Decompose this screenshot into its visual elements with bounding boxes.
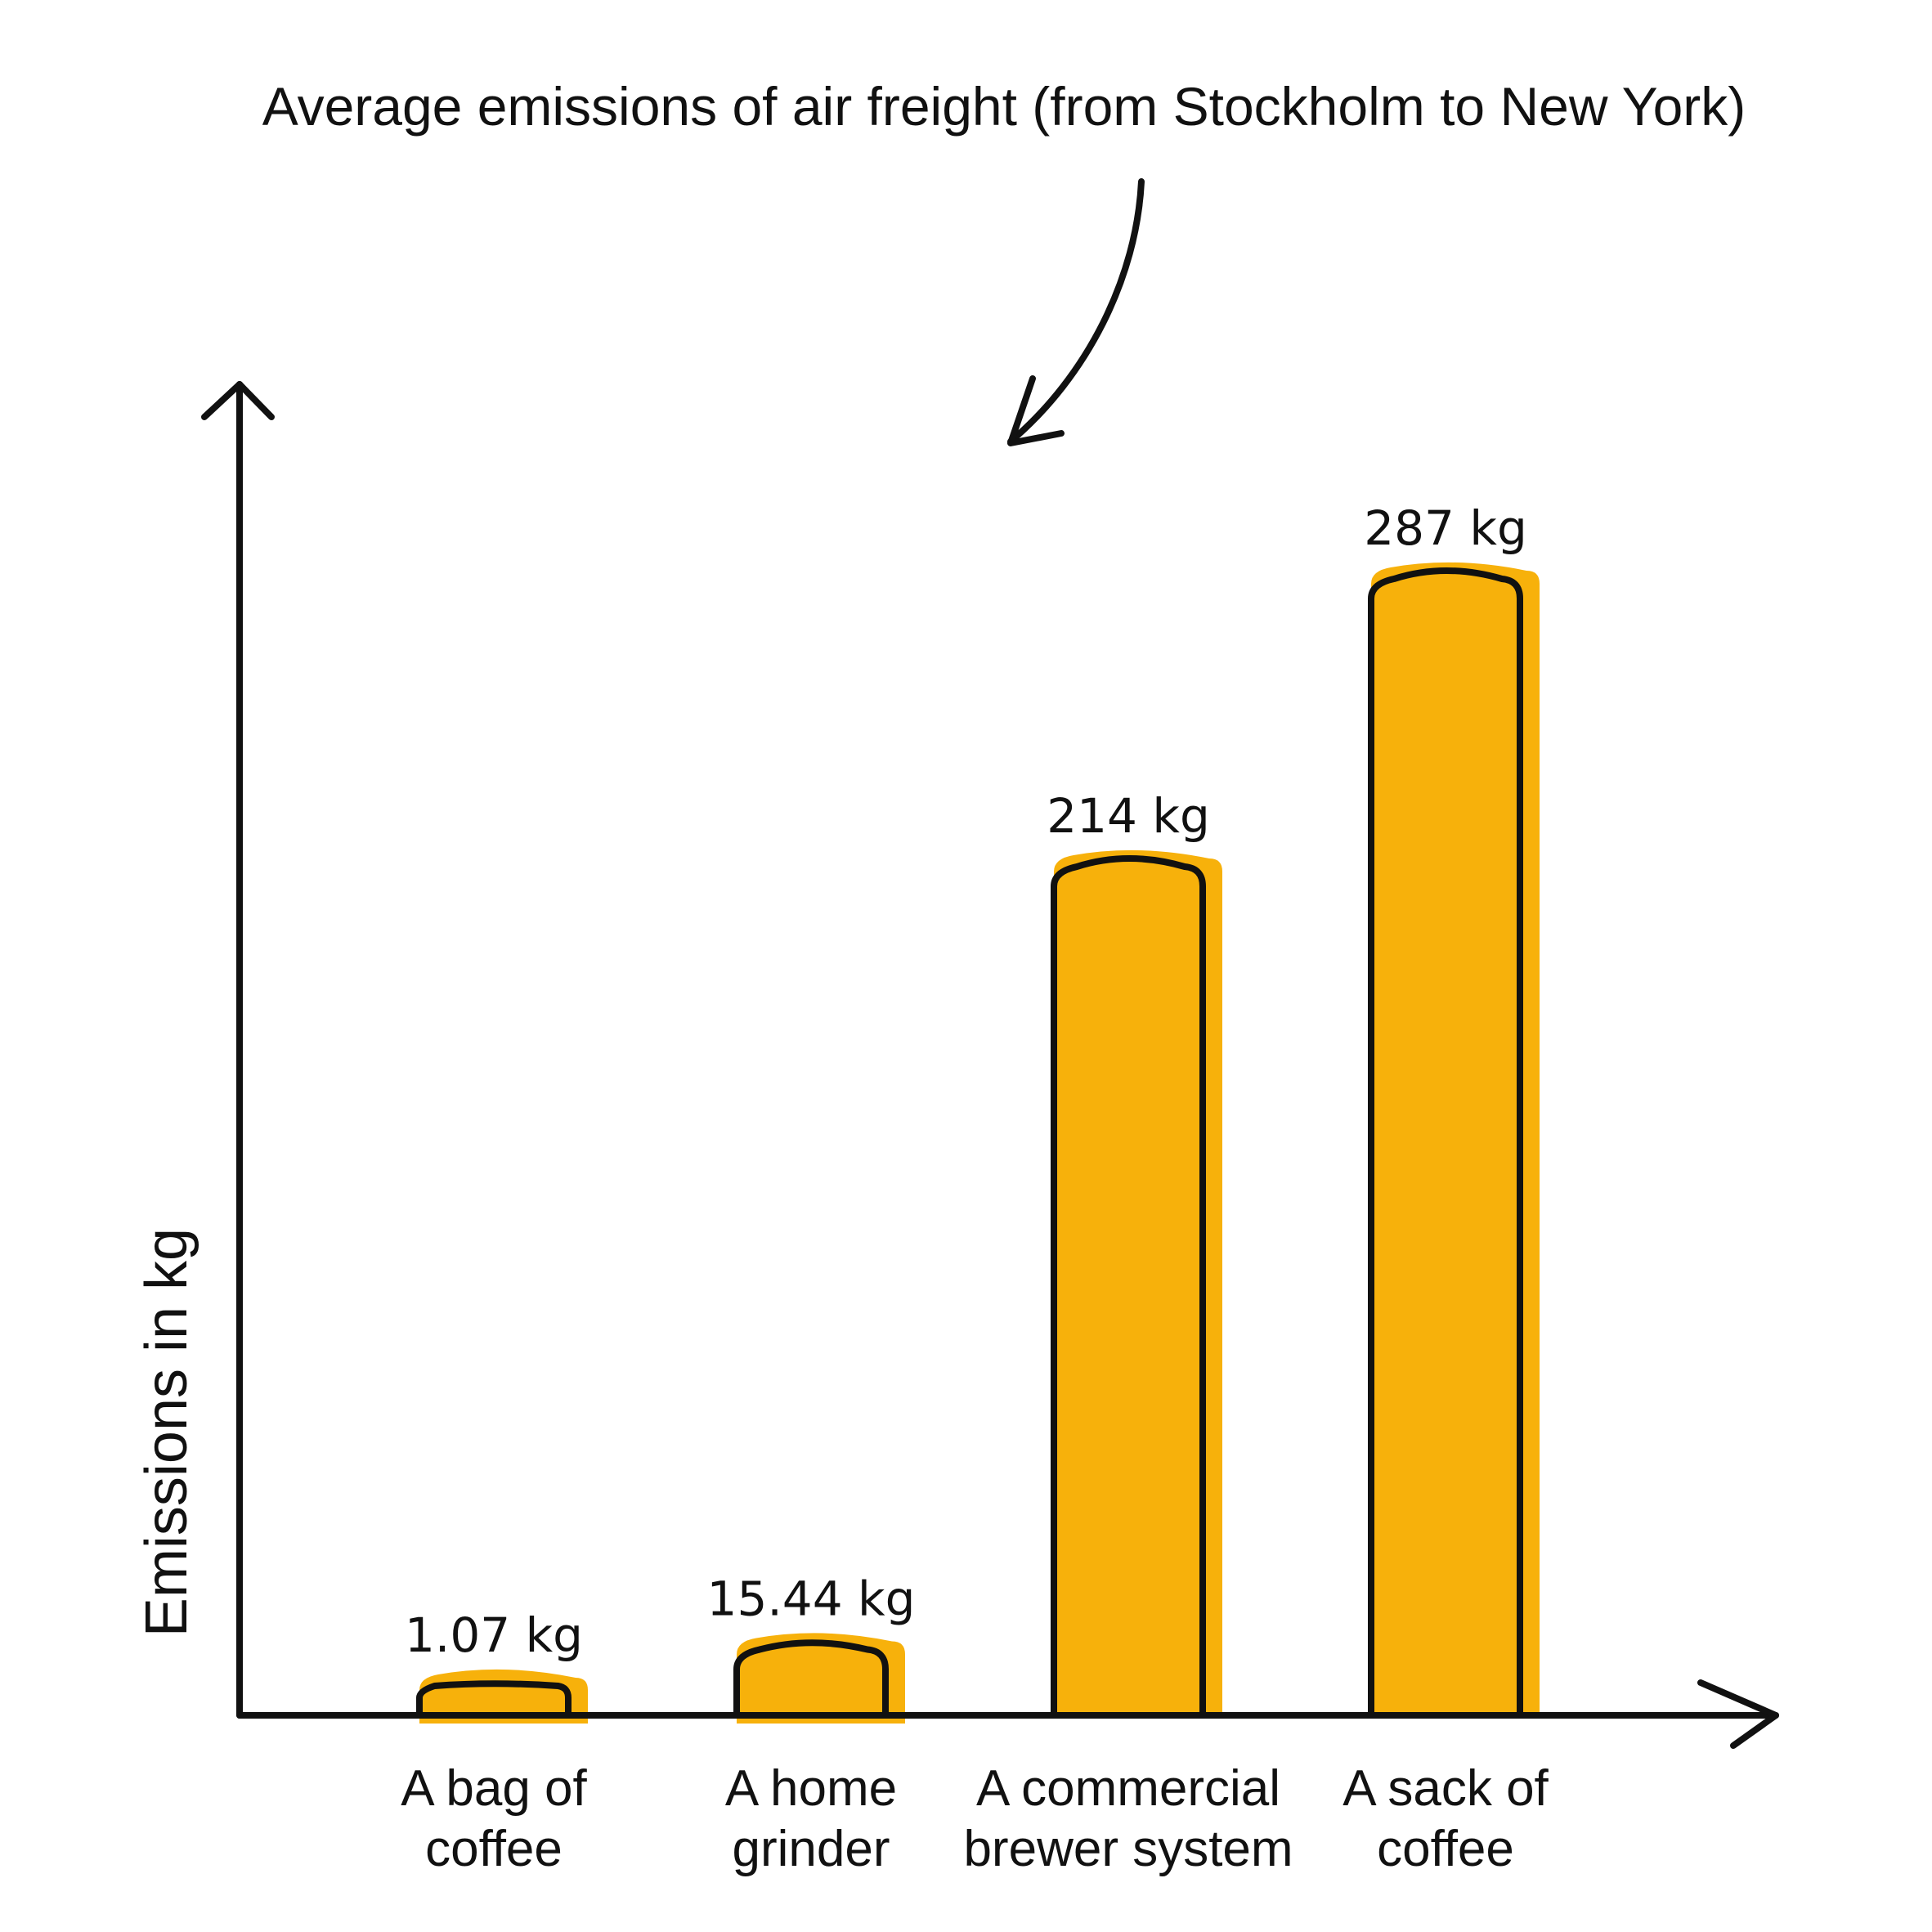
bar-fill-a-home-grinder [737,1633,905,1724]
x-tick-label-a-commercial-brewer-system-line2: brewer system [963,1821,1293,1877]
y-axis-label: Emissions in kg [134,1228,199,1637]
x-tick-label-a-commercial-brewer-system-line1: A commercial [976,1760,1280,1817]
bar-a-commercial-brewer-system [1051,855,1206,1715]
bars-group [416,562,1540,1724]
chart-title: Average emissions of air freight (from S… [262,76,1746,137]
title-pointer-arrowhead [1007,375,1065,446]
x-tick-label-a-home-grinder-line2: grinder [733,1821,890,1877]
bar-fill-a-commercial-brewer-system [1054,849,1222,1719]
data-label-a-home-grinder: 15.44 kg [707,1571,916,1627]
x-tick-label-a-home-grinder-line1: A home [725,1760,897,1817]
x-tick-label-a-sack-of-coffee-line1: A sack of [1343,1760,1549,1817]
data-label-a-commercial-brewer-system: 214 kg [1047,788,1210,844]
data-label-a-sack-of-coffee: 287 kg [1364,500,1527,556]
data-label-a-bag-of-coffee: 1.07 kg [405,1607,583,1663]
x-tick-label-a-bag-of-coffee-line2: coffee [425,1821,563,1877]
bar-fill-a-sack-of-coffee [1371,562,1540,1719]
title-pointer-arrow [1007,178,1145,445]
bar-a-bag-of-coffee [416,1680,572,1715]
bar-a-home-grinder [733,1639,889,1715]
x-axis-arrowhead [1697,1679,1779,1749]
value-labels-group: 1.07 kg 15.44 kg 214 kg 287 kg [405,500,1527,1663]
bar-a-sack-of-coffee [1368,567,1523,1715]
x-tick-label-a-sack-of-coffee-line2: coffee [1377,1821,1514,1877]
x-tick-label-a-bag-of-coffee-line1: A bag of [401,1760,587,1817]
y-axis-arrowhead [201,381,275,420]
